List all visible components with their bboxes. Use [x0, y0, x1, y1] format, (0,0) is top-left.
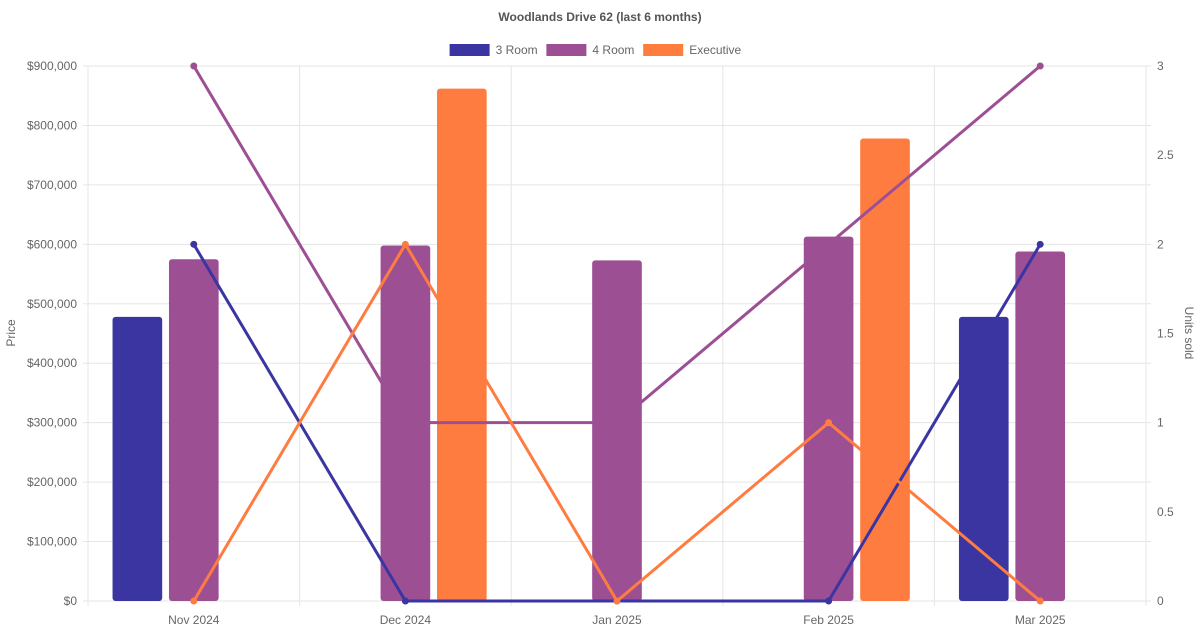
point-executive: [613, 597, 621, 605]
x-tick-label: Nov 2024: [168, 613, 220, 627]
point-3-room: [825, 597, 833, 605]
y-right-tick-label: 3: [1157, 59, 1164, 73]
unit-lines: [190, 62, 1044, 605]
y-right-tick-label: 0.5: [1157, 505, 1174, 519]
point-executive: [401, 240, 409, 248]
axes: $0 $100,000 $200,000 $300,000 $400,000 $500,0…: [27, 59, 1174, 627]
legend-swatch: [449, 44, 490, 56]
bar-executive: [860, 138, 910, 601]
y-left-tick-label: $900,000: [27, 59, 77, 73]
y-right-tick-label: 2: [1157, 237, 1164, 251]
legend-swatch: [643, 44, 684, 56]
point-3-room: [190, 240, 198, 248]
y-right-tick-label: 1: [1157, 416, 1164, 430]
y-right-tick-label: 1.5: [1157, 327, 1174, 341]
bar-3-room: [958, 316, 1009, 601]
x-tick-label: Jan 2025: [592, 613, 642, 627]
bar-3-room: [112, 316, 163, 601]
bar-4-room: [803, 236, 854, 601]
bars: [112, 88, 1066, 602]
point-4-room: [1036, 62, 1044, 70]
point-4-room: [401, 419, 409, 427]
point-3-room: [401, 597, 409, 605]
bar-4-room: [1015, 251, 1066, 601]
y-axis-left-title: Price: [4, 319, 18, 347]
bar-executive: [436, 88, 487, 602]
x-tick-label: Mar 2025: [1015, 613, 1066, 627]
legend-label: Executive: [689, 43, 741, 57]
point-executive: [190, 597, 198, 605]
y-right-tick-label: 2.5: [1157, 148, 1174, 162]
x-tick-label: Dec 2024: [380, 613, 432, 627]
bar-4-room: [168, 259, 219, 601]
point-3-room: [1036, 240, 1044, 248]
y-left-tick-label: $200,000: [27, 475, 77, 489]
legend-label: 4 Room: [592, 43, 634, 57]
legend-item-3-room[interactable]: 3 Room: [449, 43, 538, 57]
y-left-tick-label: $500,000: [27, 297, 77, 311]
legend-item-executive[interactable]: Executive: [643, 43, 742, 57]
y-left-tick-label: $300,000: [27, 416, 77, 430]
y-right-tick-label: 0: [1157, 594, 1164, 608]
point-4-room: [825, 240, 833, 248]
chart-title: Woodlands Drive 62 (last 6 months): [498, 10, 701, 24]
y-left-tick-label: $400,000: [27, 356, 77, 370]
legend[interactable]: 3 Room 4 Room Executive: [449, 43, 742, 57]
y-left-tick-label: $0: [64, 594, 78, 608]
y-left-tick-label: $800,000: [27, 118, 77, 132]
point-executive: [825, 419, 833, 427]
legend-swatch: [546, 44, 587, 56]
y-left-tick-label: $700,000: [27, 178, 77, 192]
legend-item-4-room[interactable]: 4 Room: [546, 43, 634, 57]
point-4-room: [613, 419, 621, 427]
y-left-tick-label: $600,000: [27, 237, 77, 251]
point-executive: [1036, 597, 1044, 605]
y-left-tick-label: $100,000: [27, 535, 77, 549]
legend-label: 3 Room: [496, 43, 538, 57]
x-tick-label: Feb 2025: [803, 613, 854, 627]
point-4-room: [190, 62, 198, 70]
bar-4-room: [592, 260, 642, 601]
y-axis-right-title: Units sold: [1182, 307, 1196, 360]
